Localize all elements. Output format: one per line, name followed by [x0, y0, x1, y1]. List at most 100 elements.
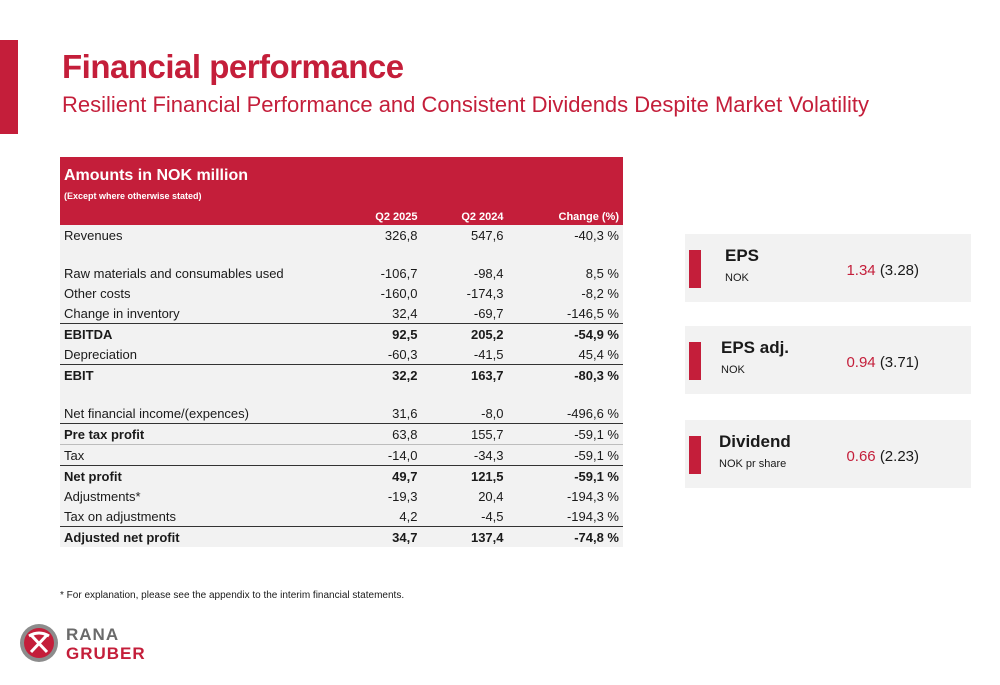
table-row-ebitda: EBITDA 92,5 205,2 -54,9 %	[60, 323, 623, 344]
cell-q2-2025: 4,2	[316, 506, 422, 527]
cell-q2-2024: -98,4	[421, 245, 508, 283]
kpi-previous-value: (3.71)	[879, 354, 919, 371]
cell-change: -40,3 %	[507, 225, 623, 245]
cell-q2-2025: 326,8	[316, 225, 422, 245]
cell-q2-2024: 163,7	[421, 364, 508, 385]
row-label: EBITDA	[60, 323, 317, 344]
row-label: Depreciation	[60, 344, 317, 365]
page-subtitle: Resilient Financial Performance and Cons…	[62, 92, 870, 117]
cell-q2-2025: -14,0	[316, 444, 422, 466]
cell-q2-2025: -19,3	[316, 486, 422, 506]
column-header-label	[60, 201, 317, 225]
cell-q2-2025: 32,2	[316, 364, 422, 385]
cell-change: -194,3 %	[507, 486, 623, 506]
cell-q2-2024: 205,2	[421, 323, 508, 344]
kpi-accent-bar	[689, 436, 701, 474]
logo-text-gruber: GRUBER	[66, 644, 146, 663]
financial-table: Amounts in NOK million (Except where oth…	[60, 157, 623, 547]
row-label: Adjusted net profit	[60, 526, 317, 547]
kpi-accent-bar	[689, 250, 701, 288]
cell-q2-2024: 547,6	[421, 225, 508, 245]
table-row: Other costs -160,0 -174,3 -8,2 %	[60, 283, 623, 303]
cell-change: -59,1 %	[507, 444, 623, 466]
table-row: Adjustments* -19,3 20,4 -194,3 %	[60, 486, 623, 506]
row-label: Tax on adjustments	[60, 506, 317, 527]
cell-q2-2025: -60,3	[316, 344, 422, 365]
column-header-q2-2025: Q2 2025	[316, 201, 422, 225]
cell-q2-2024: -174,3	[421, 283, 508, 303]
table-row: Raw materials and consumables used -106,…	[60, 245, 623, 283]
cell-q2-2025: -160,0	[316, 283, 422, 303]
kpi-unit: NOK pr share	[719, 458, 787, 470]
table-subheading: (Except where otherwise stated)	[60, 185, 623, 201]
table-row: Depreciation -60,3 -41,5 45,4 %	[60, 344, 623, 365]
cell-q2-2024: 155,7	[421, 423, 508, 445]
kpi-unit: NOK	[721, 364, 745, 376]
cell-change: -80,3 %	[507, 364, 623, 385]
row-label: Change in inventory	[60, 303, 317, 324]
row-label: Net financial income/(expences)	[60, 385, 317, 424]
table-row: Net financial income/(expences) 31,6 -8,…	[60, 385, 623, 424]
kpi-previous-value: (2.23)	[879, 448, 919, 465]
cell-q2-2024: -41,5	[421, 344, 508, 365]
cell-change: -59,1 %	[507, 423, 623, 445]
kpi-value: 0.94	[846, 354, 876, 371]
row-label: Raw materials and consumables used	[60, 245, 317, 283]
cell-q2-2024: -4,5	[421, 506, 508, 527]
cell-q2-2025: -106,7	[316, 245, 422, 283]
row-label: Pre tax profit	[60, 423, 317, 445]
cell-change: 8,5 %	[507, 245, 623, 283]
cell-q2-2025: 49,7	[316, 465, 422, 486]
row-label: Adjustments*	[60, 486, 317, 506]
table-row-ebit: EBIT 32,2 163,7 -80,3 %	[60, 364, 623, 385]
cell-q2-2024: -69,7	[421, 303, 508, 324]
column-header-q2-2024: Q2 2024	[421, 201, 508, 225]
cell-q2-2024: 20,4	[421, 486, 508, 506]
kpi-accent-bar	[689, 342, 701, 380]
kpi-value: 1.34	[846, 262, 876, 279]
kpi-previous-value: (3.28)	[879, 262, 919, 279]
cell-q2-2025: 63,8	[316, 423, 422, 445]
row-label: EBIT	[60, 364, 317, 385]
cell-change: -496,6 %	[507, 385, 623, 424]
row-label: Tax	[60, 444, 317, 466]
footnote: * For explanation, please see the append…	[60, 590, 405, 601]
cell-change: 45,4 %	[507, 344, 623, 365]
kpi-card-dividend: Dividend NOK pr share 0.66 (2.23)	[685, 420, 971, 488]
table-row: Change in inventory 32,4 -69,7 -146,5 %	[60, 303, 623, 324]
cell-q2-2024: -34,3	[421, 444, 508, 466]
cell-q2-2024: -8,0	[421, 385, 508, 424]
logo-emblem-icon	[20, 624, 58, 662]
company-logo: RANA GRUBER	[18, 622, 148, 666]
cell-change: -54,9 %	[507, 323, 623, 344]
row-label: Net profit	[60, 465, 317, 486]
cell-change: -146,5 %	[507, 303, 623, 324]
cell-q2-2025: 92,5	[316, 323, 422, 344]
table-row-pre-tax-profit: Pre tax profit 63,8 155,7 -59,1 %	[60, 423, 623, 445]
table-heading: Amounts in NOK million	[60, 157, 623, 185]
table-row: Tax on adjustments 4,2 -4,5 -194,3 %	[60, 506, 623, 527]
kpi-label: EPS	[725, 246, 760, 265]
cell-change: -8,2 %	[507, 283, 623, 303]
page-title: Financial performance	[62, 48, 404, 85]
cell-q2-2024: 137,4	[421, 526, 508, 547]
table-row: Tax -14,0 -34,3 -59,1 %	[60, 444, 623, 466]
cell-q2-2025: 32,4	[316, 303, 422, 324]
cell-q2-2025: 31,6	[316, 385, 422, 424]
table-row-net-profit: Net profit 49,7 121,5 -59,1 %	[60, 465, 623, 486]
cell-change: -59,1 %	[507, 465, 623, 486]
kpi-unit: NOK	[725, 272, 749, 284]
kpi-card-eps: EPS NOK 1.34 (3.28)	[685, 234, 971, 302]
row-label: Revenues	[60, 225, 317, 245]
kpi-value-group: 0.94 (3.71)	[846, 354, 919, 371]
cell-q2-2025: 34,7	[316, 526, 422, 547]
cell-change: -74,8 %	[507, 526, 623, 547]
table-row: Revenues 326,8 547,6 -40,3 %	[60, 225, 623, 245]
kpi-label: Dividend	[719, 432, 791, 451]
kpi-value: 0.66	[846, 448, 876, 465]
logo-text-rana: RANA	[66, 625, 120, 644]
kpi-label: EPS adj.	[721, 338, 790, 357]
kpi-value-group: 0.66 (2.23)	[846, 448, 919, 465]
kpi-card-eps-adj: EPS adj. NOK 0.94 (3.71)	[685, 326, 971, 394]
table-row-adjusted-net-profit: Adjusted net profit 34,7 137,4 -74,8 %	[60, 526, 623, 547]
